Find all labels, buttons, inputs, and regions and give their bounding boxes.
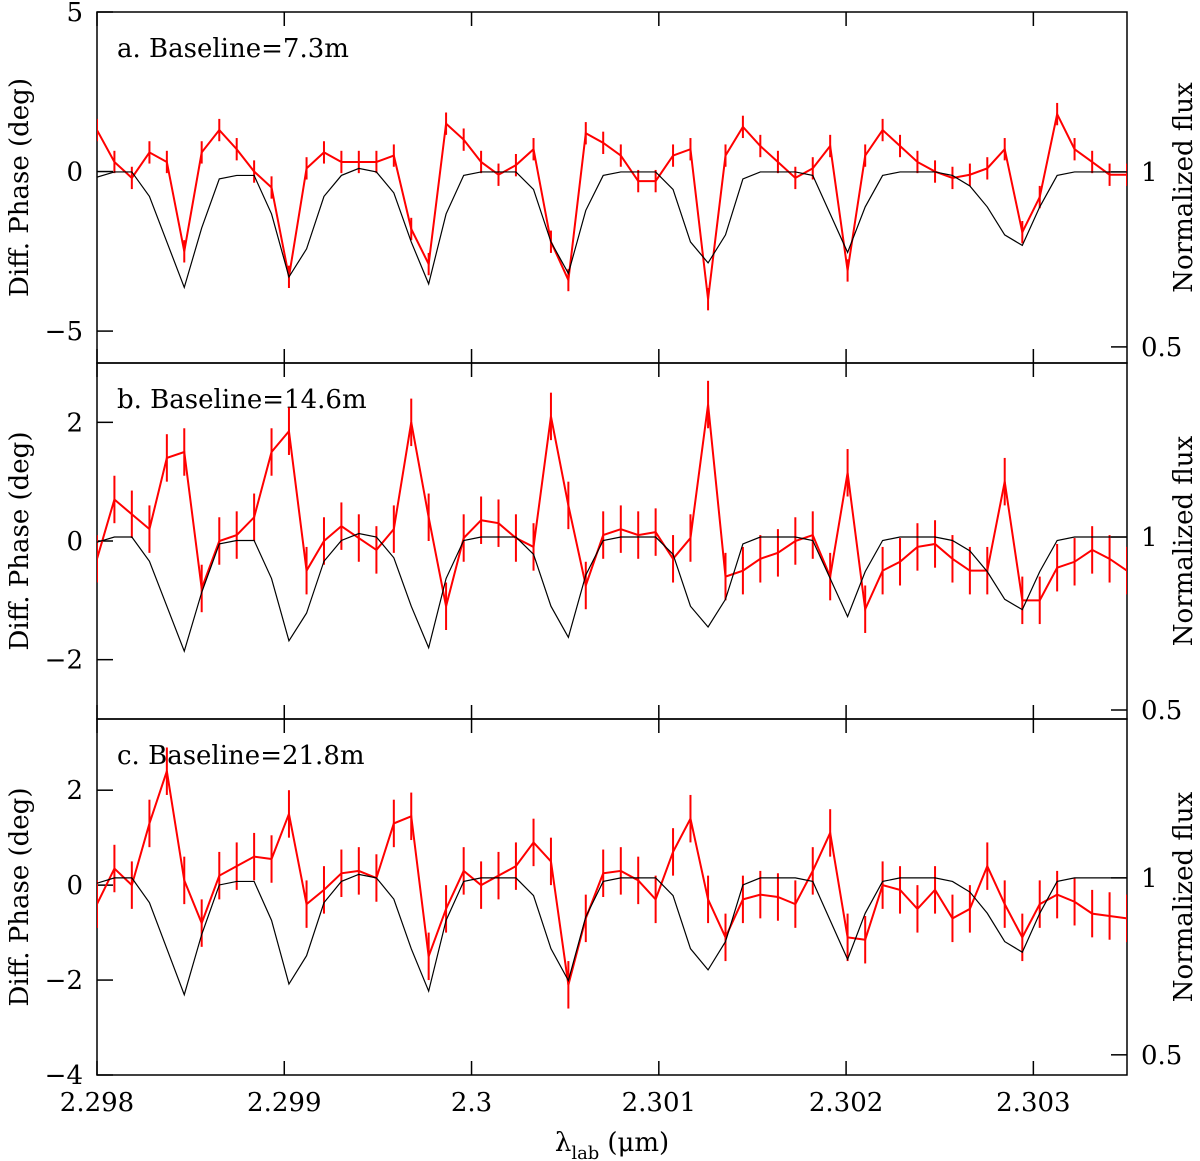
y2-tick-label: 1 — [1141, 158, 1158, 188]
x-axis-label: λlab (μm) — [555, 1128, 669, 1161]
x-tick-label: 2.299 — [247, 1088, 321, 1118]
y-tick-label: 0 — [66, 158, 83, 188]
y2-tick-label: 1 — [1141, 864, 1158, 894]
y2-tick-label: 0.5 — [1141, 1041, 1182, 1071]
x-axis-label-unit: (μm) — [607, 1128, 669, 1158]
plot-frame — [96, 11, 1128, 364]
x-axis-label-symbol: λ — [555, 1128, 571, 1158]
series-line — [97, 532, 1127, 654]
y-tick-label: −5 — [45, 317, 83, 347]
y2-tick-label: 0.5 — [1141, 696, 1182, 726]
x-tick-label: 2.303 — [996, 1088, 1070, 1118]
x-tick-label: 2.302 — [809, 1088, 883, 1118]
y2-axis-label: Normalized flux — [1169, 82, 1199, 293]
x-tick-label: 2.298 — [60, 1088, 134, 1118]
x-tick-label: 2.301 — [622, 1088, 696, 1118]
y2-axis-label: Normalized flux — [1169, 435, 1199, 646]
y-axis-label: Diff. Phase (deg) — [5, 432, 35, 651]
y-tick-label: 2 — [66, 776, 83, 806]
y-tick-label: −4 — [45, 1061, 83, 1091]
y-tick-label: −2 — [45, 646, 83, 676]
y-tick-label: 5 — [66, 0, 83, 28]
panel-title: a. Baseline=7.3m — [117, 34, 349, 64]
series-line — [97, 770, 1127, 986]
y-tick-label: −2 — [45, 966, 83, 996]
y-tick-label: 0 — [66, 527, 83, 557]
y-tick-label: 2 — [66, 408, 83, 438]
y-axis-label: Diff. Phase (deg) — [5, 788, 35, 1007]
y2-axis-label: Normalized flux — [1169, 791, 1199, 1002]
series-line — [97, 111, 1127, 300]
x-tick-label: 2.3 — [451, 1088, 492, 1118]
series-line — [97, 873, 1127, 997]
plot-frame — [96, 718, 1128, 1076]
y2-tick-label: 1 — [1141, 523, 1158, 553]
y-tick-label: 0 — [66, 871, 83, 901]
x-axis-label-sub: lab — [571, 1143, 599, 1161]
series-line — [97, 167, 1127, 290]
panel-title: c. Baseline=21.8m — [117, 741, 365, 771]
y2-tick-label: 0.5 — [1141, 333, 1182, 363]
series-line — [97, 404, 1127, 613]
panel-title: b. Baseline=14.6m — [117, 385, 367, 415]
y-axis-label: Diff. Phase (deg) — [5, 78, 35, 297]
